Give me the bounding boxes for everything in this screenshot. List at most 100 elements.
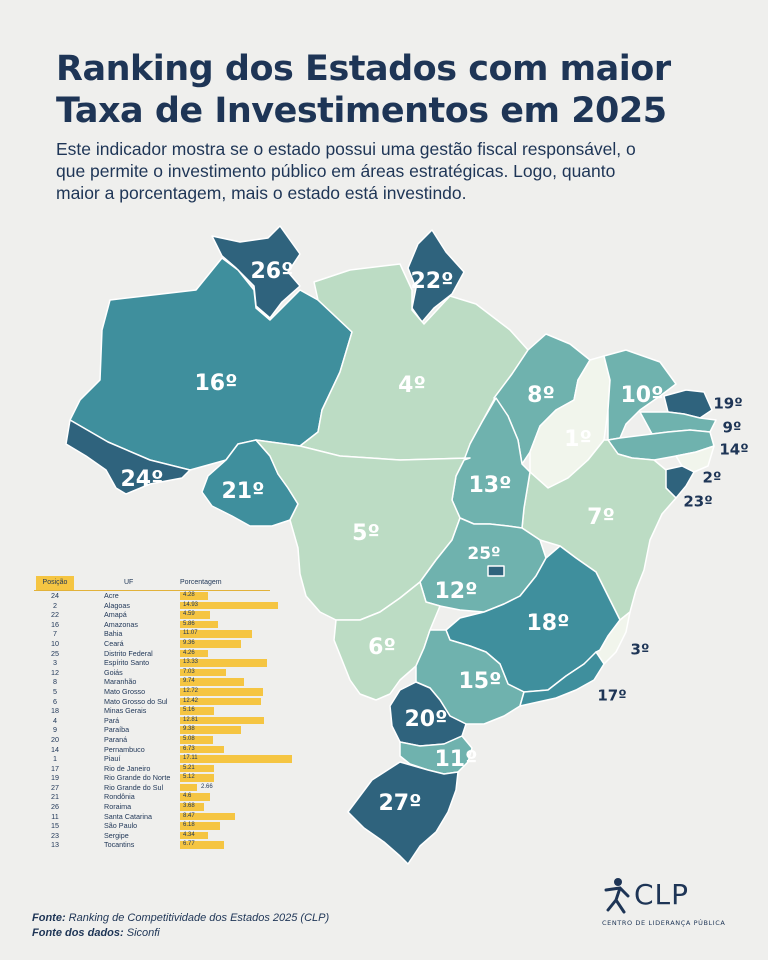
table-row: 7 Bahia 11.07 xyxy=(34,629,270,639)
row-uf: Bahia xyxy=(104,629,122,639)
row-value: 11.07 xyxy=(183,630,198,638)
row-value: 3.68 xyxy=(183,803,195,811)
table-row: 27 Rio Grande do Sul 2.66 xyxy=(34,783,270,793)
row-bar-track: 3.68 xyxy=(180,803,280,811)
logo-subtitle: CENTRO DE LIDERANÇA PÚBLICA xyxy=(602,919,725,927)
source-label: Fonte: xyxy=(32,912,66,924)
table-row: 10 Ceará 9.36 xyxy=(34,639,270,649)
table-row: 26 Roraima 3.68 xyxy=(34,802,270,812)
table-row: 15 São Paulo 6.18 xyxy=(34,821,270,831)
rank-label-goias: 12º xyxy=(434,579,477,604)
rank-label-bahia: 7º xyxy=(587,505,615,530)
row-uf: Roraima xyxy=(104,802,131,812)
rank-label-acre: 24º xyxy=(120,467,163,492)
rank-label-distrito-federal: 25º xyxy=(467,544,500,564)
row-uf: Espírito Santo xyxy=(104,658,149,668)
row-position: 27 xyxy=(36,783,74,793)
row-uf: Santa Catarina xyxy=(104,812,152,822)
table-row: 9 Paraíba 9.38 xyxy=(34,725,270,735)
row-uf: Mato Grosso xyxy=(104,687,145,697)
row-bar-track: 12.72 xyxy=(180,688,280,696)
header-porcentagem: Porcentagem xyxy=(180,576,222,590)
row-bar-track: 12.42 xyxy=(180,698,280,706)
row-bar-track: 6.73 xyxy=(180,746,280,754)
rank-label-tocantins: 13º xyxy=(468,473,511,498)
data-source-text: Siconfi xyxy=(127,927,160,939)
row-bar-track: 5.12 xyxy=(180,774,280,782)
row-uf: Ceará xyxy=(104,639,124,649)
rank-label-minas-gerais: 18º xyxy=(526,611,569,636)
row-position: 15 xyxy=(36,821,74,831)
state-distrito-federal xyxy=(488,566,504,576)
header-uf: UF xyxy=(124,576,133,590)
row-uf: Minas Gerais xyxy=(104,706,146,716)
table-row: 14 Pernambuco 6.73 xyxy=(34,745,270,755)
table-row: 3 Espírito Santo 13.33 xyxy=(34,658,270,668)
row-position: 7 xyxy=(36,629,74,639)
row-position: 18 xyxy=(36,706,74,716)
row-position: 8 xyxy=(36,677,74,687)
row-bar-track: 5.16 xyxy=(180,707,280,715)
row-value: 12.72 xyxy=(183,688,198,696)
rank-label-sergipe: 23º xyxy=(683,493,712,511)
row-value: 4.28 xyxy=(183,592,195,600)
row-position: 13 xyxy=(36,840,74,850)
row-bar-track: 12.81 xyxy=(180,717,280,725)
rank-label-parana: 20º xyxy=(404,707,447,732)
row-bar-track: 11.07 xyxy=(180,630,280,638)
row-position: 24 xyxy=(36,591,74,601)
row-bar-track: 5.86 xyxy=(180,621,280,629)
table-row: 22 Amapá 4.59 xyxy=(34,610,270,620)
rank-label-maranhao: 8º xyxy=(527,383,555,408)
clp-figure-icon xyxy=(598,876,634,916)
rank-label-paraiba: 9º xyxy=(723,419,742,437)
row-value: 7.03 xyxy=(183,669,195,677)
row-uf: Maranhão xyxy=(104,677,136,687)
row-position: 11 xyxy=(36,812,74,822)
row-bar-track: 4.6 xyxy=(180,793,280,801)
rank-label-alagoas: 2º xyxy=(703,469,722,487)
row-bar-track: 9.36 xyxy=(180,640,280,648)
table-row: 6 Mato Grosso do Sul 12.42 xyxy=(34,697,270,707)
row-position: 10 xyxy=(36,639,74,649)
row-value: 4.26 xyxy=(183,650,195,658)
row-value: 5.86 xyxy=(183,621,195,629)
row-position: 14 xyxy=(36,745,74,755)
row-bar-track: 7.03 xyxy=(180,669,280,677)
row-bar-track: 4.34 xyxy=(180,832,280,840)
row-position: 5 xyxy=(36,687,74,697)
row-bar-track: 4.59 xyxy=(180,611,280,619)
table-row: 20 Paraná 5.08 xyxy=(34,735,270,745)
rank-label-sao-paulo: 15º xyxy=(458,669,501,694)
row-value: 9.74 xyxy=(183,678,195,686)
table-row: 5 Mato Grosso 12.72 xyxy=(34,687,270,697)
row-value: 13.33 xyxy=(183,659,198,667)
row-bar-track: 5.08 xyxy=(180,736,280,744)
table-row: 1 Piauí 17.11 xyxy=(34,754,270,764)
source-text: Ranking de Competitividade dos Estados 2… xyxy=(69,912,329,924)
row-uf: São Paulo xyxy=(104,821,137,831)
table-row: 23 Sergipe 4.34 xyxy=(34,831,270,841)
row-uf: Rio de Janeiro xyxy=(104,764,150,774)
source-line: Fonte: Ranking de Competitividade dos Es… xyxy=(32,911,329,926)
row-position: 12 xyxy=(36,668,74,678)
row-uf: Amapá xyxy=(104,610,127,620)
row-position: 2 xyxy=(36,601,74,611)
row-value: 5.08 xyxy=(183,736,195,744)
row-uf: Distrito Federal xyxy=(104,649,153,659)
table-row: 13 Tocantins 6.77 xyxy=(34,840,270,850)
row-uf: Acre xyxy=(104,591,119,601)
row-position: 3 xyxy=(36,658,74,668)
row-uf: Paraná xyxy=(104,735,127,745)
row-value: 9.38 xyxy=(183,726,195,734)
ranking-table: Posição UF Porcentagem 24 Acre 4.28 2 Alagoa… xyxy=(34,576,270,850)
table-row: 18 Minas Gerais 5.16 xyxy=(34,706,270,716)
row-bar-track: 4.28 xyxy=(180,592,280,600)
rank-label-pernambuco: 14º xyxy=(719,441,748,459)
row-value: 4.59 xyxy=(183,611,195,619)
row-position: 26 xyxy=(36,802,74,812)
row-value: 8.47 xyxy=(183,813,195,821)
row-uf: Rio Grande do Sul xyxy=(104,783,163,793)
row-value: 6.77 xyxy=(183,841,195,849)
row-bar-track: 6.18 xyxy=(180,822,280,830)
